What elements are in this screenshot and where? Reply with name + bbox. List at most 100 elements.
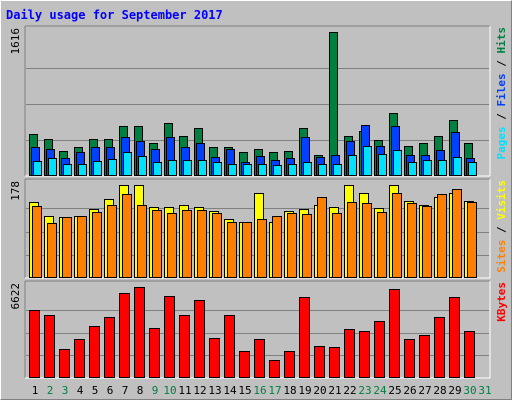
x-tick-label: 8 xyxy=(137,384,144,397)
sites-bar xyxy=(362,203,372,278)
x-tick-label: 26 xyxy=(403,384,416,397)
sites-bar xyxy=(92,212,102,278)
sites-bar xyxy=(317,197,327,278)
pages-bar xyxy=(123,152,132,176)
x-tick-label: 28 xyxy=(433,384,446,397)
sites-bar xyxy=(47,223,57,278)
sites-bar xyxy=(32,206,42,278)
kbytes-bar xyxy=(74,339,85,378)
pages-bar xyxy=(198,160,207,176)
kbytes-bar xyxy=(449,297,460,378)
kbytes-bar xyxy=(209,338,220,378)
kbytes-bar xyxy=(464,331,475,378)
legend-part: Visits xyxy=(495,180,508,220)
sites-bar xyxy=(407,203,417,278)
kbytes-bar xyxy=(419,335,430,378)
kbytes-bar xyxy=(404,339,415,378)
pages-bar xyxy=(213,162,222,176)
pages-bar xyxy=(333,164,342,176)
pages-bar xyxy=(468,162,477,176)
sites-bar xyxy=(242,222,252,278)
sites-bar xyxy=(152,210,162,278)
x-tick-label: 29 xyxy=(448,384,461,397)
pages-bar xyxy=(228,164,237,176)
kbytes-bar xyxy=(284,351,295,378)
kbytes-bar xyxy=(224,315,235,378)
kbytes-bar xyxy=(374,321,385,378)
x-tick-label: 15 xyxy=(238,384,251,397)
kbytes-bar xyxy=(89,326,100,378)
x-tick-label: 14 xyxy=(223,384,237,397)
sites-bar xyxy=(212,213,222,278)
kbytes-bar xyxy=(179,315,190,378)
sites-bar xyxy=(272,216,282,278)
pages-bar xyxy=(393,150,402,176)
x-tick-label: 22 xyxy=(343,384,356,397)
kbytes-bar xyxy=(44,315,55,378)
pages-bar xyxy=(78,164,87,176)
kbytes-bar xyxy=(29,310,40,378)
y-max-label: 6622 xyxy=(9,283,22,310)
sites-bar xyxy=(227,222,237,278)
legend-part: / xyxy=(495,54,508,74)
kbytes-bar xyxy=(164,296,175,378)
x-tick-label: 5 xyxy=(92,384,99,397)
sites-bar xyxy=(422,206,432,278)
sites-bar xyxy=(257,219,267,278)
series-legend-label: Sites / Visits xyxy=(495,180,508,273)
panel-1: 1616 Pages / Files / Hits xyxy=(9,25,508,177)
y-max-label: 1616 xyxy=(9,28,22,55)
pages-bar xyxy=(168,160,177,176)
pages-bar xyxy=(63,164,72,176)
sites-bar xyxy=(182,210,192,278)
sites-bar xyxy=(197,210,207,278)
kbytes-bar xyxy=(254,339,265,378)
panel-2: 178 Sites / Visits xyxy=(9,178,508,279)
kbytes-bar xyxy=(314,346,325,378)
kbytes-bar xyxy=(269,360,280,378)
kbytes-bar xyxy=(239,351,250,378)
sites-bar xyxy=(467,202,477,278)
sites-bar xyxy=(347,202,357,278)
legend-part: Files xyxy=(495,73,508,106)
legend-part: Hits xyxy=(495,27,508,54)
kbytes-bar xyxy=(299,297,310,378)
x-tick-label: 31 xyxy=(478,384,491,397)
kbytes-bar xyxy=(194,300,205,378)
pages-bar xyxy=(303,162,312,176)
pages-bar xyxy=(438,160,447,176)
pages-bar xyxy=(243,164,252,176)
kbytes-bar xyxy=(104,317,115,378)
x-tick-label: 25 xyxy=(388,384,401,397)
sites-bar xyxy=(452,189,462,278)
series-legend-label: Pages / Files / Hits xyxy=(495,27,508,160)
x-tick-label: 6 xyxy=(107,384,114,397)
chart-panels: 1616 Pages / Files / Hits 178 Sites / Visit… xyxy=(9,25,508,379)
panel-3: 6622 KBytes xyxy=(9,280,508,379)
pages-bar xyxy=(183,160,192,176)
x-tick-label: 21 xyxy=(328,384,341,397)
x-tick-label: 19 xyxy=(298,384,311,397)
sites-bar xyxy=(287,213,297,278)
pages-bar xyxy=(138,156,147,176)
x-tick-label: 17 xyxy=(268,384,281,397)
kbytes-bar xyxy=(134,287,145,378)
x-tick-label: 13 xyxy=(208,384,221,397)
kbytes-bar xyxy=(329,347,340,378)
x-tick-label: 9 xyxy=(152,384,159,397)
kbytes-bar xyxy=(119,293,130,378)
pages-bar xyxy=(273,165,282,176)
pages-bar xyxy=(33,161,42,176)
x-tick-label: 3 xyxy=(62,384,69,397)
x-tick-label: 7 xyxy=(122,384,129,397)
sites-bar xyxy=(62,217,72,278)
sites-bar xyxy=(437,194,447,278)
sites-bar xyxy=(137,205,147,278)
x-tick-label: 23 xyxy=(358,384,371,397)
x-tick-label: 20 xyxy=(313,384,326,397)
sites-bar xyxy=(392,193,402,278)
pages-bar xyxy=(318,164,327,176)
kbytes-bar xyxy=(59,349,70,378)
sites-bar xyxy=(122,194,132,278)
